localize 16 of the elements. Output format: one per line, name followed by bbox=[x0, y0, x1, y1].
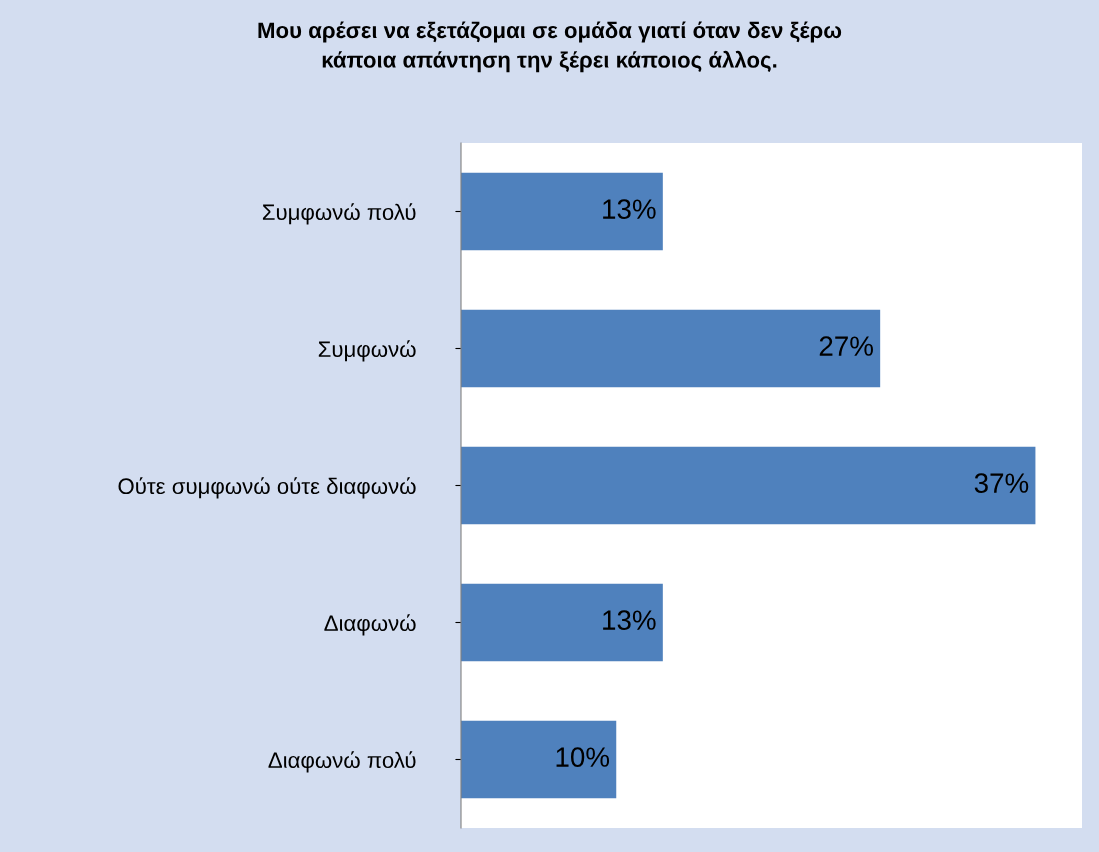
y-tick-label: Συμφωνώ πολύ bbox=[262, 203, 416, 225]
data-label: 27% bbox=[819, 336, 873, 356]
data-label: 37% bbox=[974, 473, 1029, 493]
y-tick-label: Ούτε συμφωνώ ούτε διαφωνώ bbox=[118, 477, 416, 499]
chart-title: Μου αρέσει να εξετάζομαι σε ομάδα γιατί όταν δεν ξέρω κάποια απάντηση την ξέρει κάποιος άλλος. bbox=[258, 21, 842, 73]
y-tick-label: Διαφωνώ bbox=[324, 614, 416, 636]
y-tick-label: Συμφωνώ bbox=[318, 340, 416, 362]
y-tick-label: Διαφωνώ πολύ bbox=[268, 751, 416, 773]
bar bbox=[461, 583, 663, 662]
data-label: 13% bbox=[603, 199, 656, 219]
bar bbox=[461, 172, 663, 251]
bar bbox=[461, 720, 617, 799]
bar bbox=[461, 446, 1036, 525]
bar bbox=[461, 309, 881, 388]
data-label: 10% bbox=[556, 747, 610, 767]
data-label: 13% bbox=[603, 610, 656, 630]
